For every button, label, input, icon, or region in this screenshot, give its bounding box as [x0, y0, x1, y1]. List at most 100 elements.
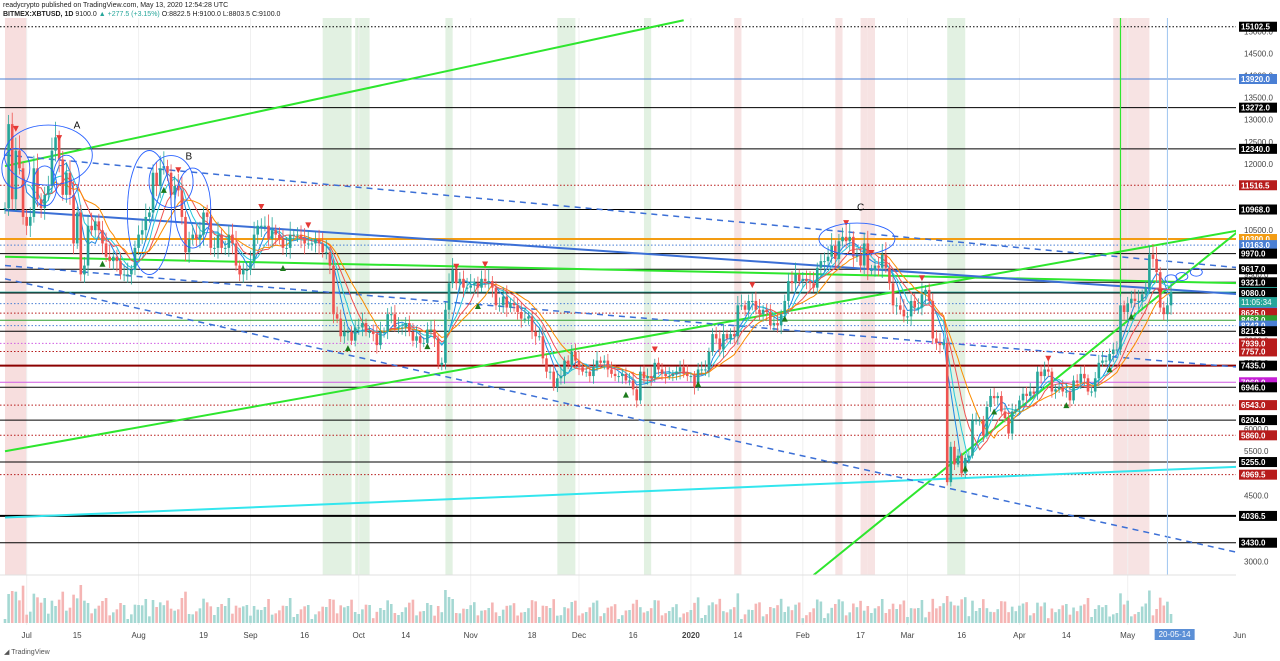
candle-body-182 — [660, 369, 664, 374]
volume-bar-323 — [1169, 614, 1173, 623]
volume-bar-100 — [364, 604, 368, 623]
volume-bar-44 — [162, 605, 166, 623]
time-tick-7: 14 — [401, 631, 410, 640]
small-circle-2 — [1189, 267, 1203, 277]
trendline-6 — [4, 154, 1236, 269]
candle-body-304 — [1101, 360, 1104, 363]
volume-bar-8 — [32, 593, 36, 623]
candle-body-310 — [1122, 305, 1126, 312]
volume-bar-75 — [274, 613, 278, 623]
volume-bar-312 — [1130, 616, 1133, 623]
candle-body-134 — [487, 281, 491, 283]
volume-bar-88 — [321, 606, 324, 623]
candle-body-286 — [1036, 371, 1039, 394]
candle-body-197 — [714, 334, 718, 339]
volume-bar-83 — [303, 606, 306, 623]
candle-body-170 — [617, 376, 620, 378]
shading-band-5 — [643, 18, 652, 575]
level-tag-17 — [1239, 326, 1277, 337]
candle-body-121 — [440, 362, 444, 366]
candle-body-55 — [202, 212, 205, 235]
candle-body-128 — [465, 287, 469, 289]
volume-bar-65 — [238, 607, 241, 623]
candle-body-110 — [400, 327, 404, 329]
volume-bar-53 — [195, 611, 198, 623]
candle-body-99 — [361, 323, 364, 328]
annotation-b: B — [186, 151, 193, 162]
volume-bar-278 — [1007, 612, 1010, 623]
candle-body-300 — [1086, 378, 1090, 392]
tradingview-logo[interactable]: ◢ TradingView — [4, 648, 50, 656]
volume-bar-221 — [801, 618, 805, 623]
candle-body-84 — [306, 243, 310, 245]
volume-bar-195 — [707, 605, 711, 623]
volume-bar-319 — [1155, 609, 1158, 623]
candle-body-141 — [512, 303, 516, 306]
sell-signal-icon-11 — [918, 275, 925, 282]
volume-bar-284 — [1028, 615, 1032, 623]
volume-bar-112 — [408, 602, 411, 623]
volume-bar-315 — [1140, 606, 1144, 623]
ma-7-line — [26, 170, 1172, 464]
sell-signal-icon-4 — [305, 222, 312, 229]
volume-bar-37 — [137, 605, 140, 623]
volume-bar-36 — [133, 604, 137, 623]
cursor-date-label: 20-05-14 — [1159, 630, 1192, 639]
time-tick-5: 16 — [300, 631, 309, 640]
volume-bar-247 — [895, 609, 898, 623]
candle-body-299 — [1083, 373, 1086, 379]
candle-body-12 — [47, 185, 50, 195]
candle-body-215 — [779, 314, 783, 326]
candle-body-199 — [722, 334, 725, 350]
price-axis[interactable]: 3000.04500.05000.05500.06000.06500.07000… — [1236, 18, 1280, 628]
volume-bar-42 — [155, 607, 158, 623]
level-tag-label-28: 4036.5 — [1241, 512, 1266, 521]
candle-body-263 — [953, 446, 956, 465]
candle-body-278 — [1007, 418, 1010, 434]
candle-body-167 — [606, 360, 610, 370]
time-axis[interactable]: Jul 15 Aug 19 Sep 16 Oct 14 Nov 18 Dec 16 2020 14 Feb 1… — [22, 629, 1247, 640]
volume-bar-219 — [794, 604, 797, 623]
candle-body-312 — [1130, 298, 1133, 304]
volume-bar-257 — [931, 598, 935, 623]
candle-body-222 — [805, 278, 808, 282]
candle-body-308 — [1115, 349, 1119, 351]
volume-bar-317 — [1148, 590, 1151, 623]
candle-body-38 — [140, 230, 144, 235]
volume-bar-137 — [498, 616, 501, 623]
price-tick-21: 14500.0 — [1244, 49, 1273, 58]
candle-body-157 — [570, 351, 574, 366]
candle-body-188 — [682, 367, 685, 374]
candle-body-219 — [794, 274, 797, 284]
volume-bar-15 — [57, 599, 61, 623]
volume-bar-74 — [270, 614, 274, 623]
candle-body-107 — [389, 314, 393, 316]
countdown-label: 11:05:34 — [1241, 298, 1272, 307]
candle-body-273 — [989, 395, 992, 408]
price-tick-22: 15000.0 — [1244, 27, 1273, 36]
candle-body-302 — [1093, 378, 1097, 392]
grid-lines — [26, 18, 1241, 625]
volume-bar-24 — [90, 613, 93, 623]
candle-body-89 — [324, 252, 328, 254]
time-tick-10: Dec — [572, 631, 586, 640]
candle-body-152 — [552, 371, 556, 388]
volume-bar-320 — [1158, 597, 1162, 623]
volume-bar-33 — [122, 605, 126, 623]
candle-body-45 — [166, 166, 169, 173]
volume-bar-245 — [888, 609, 891, 623]
volume-bar-63 — [231, 613, 234, 623]
level-tag-9 — [1239, 264, 1277, 275]
level-tag-0 — [1239, 21, 1277, 32]
volume-bar-249 — [902, 600, 906, 623]
volume-bar-54 — [198, 608, 202, 623]
volume-bar-34 — [126, 619, 130, 623]
volume-bar-306 — [1108, 616, 1111, 623]
candle-body-93 — [339, 318, 343, 337]
volume-bar-192 — [696, 597, 700, 623]
trendline-8 — [4, 278, 1236, 553]
candle-body-131 — [476, 283, 480, 288]
candle-body-274 — [992, 395, 996, 399]
volume-bar-71 — [260, 610, 263, 623]
